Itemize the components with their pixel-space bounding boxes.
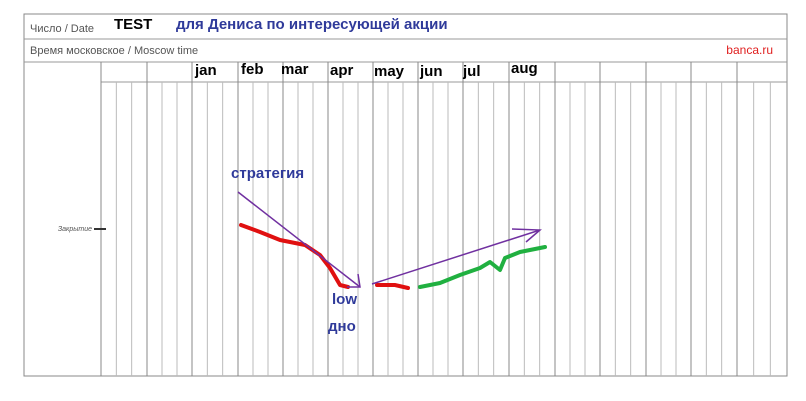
date-label: Число / Date <box>30 23 94 35</box>
month-label: mar <box>281 61 309 78</box>
month-label: jul <box>462 63 481 80</box>
month-label: aug <box>511 60 538 77</box>
red-line <box>375 283 410 290</box>
title: TEST <box>114 16 152 33</box>
month-label: jan <box>194 62 217 79</box>
arrowhead <box>511 228 542 243</box>
annotation-strategy: стратегия <box>231 165 304 182</box>
month-label: apr <box>330 62 354 79</box>
time-label: Время московское / Moscow time <box>30 45 198 57</box>
annotation-bottom: дно <box>328 318 356 335</box>
frame <box>23 13 788 377</box>
site: banca.ru <box>726 43 773 57</box>
month-label: may <box>374 63 405 80</box>
month-label: jun <box>419 63 443 80</box>
arrow <box>371 229 541 285</box>
arrow <box>237 191 361 288</box>
grid <box>100 62 771 376</box>
arrowhead <box>347 273 361 288</box>
month-label: feb <box>241 61 264 78</box>
subtitle: для Дениса по интересующей акции <box>176 16 448 33</box>
annotation-low: low <box>332 291 357 308</box>
row-label: Закрытие <box>58 226 92 233</box>
green-line <box>418 245 547 289</box>
